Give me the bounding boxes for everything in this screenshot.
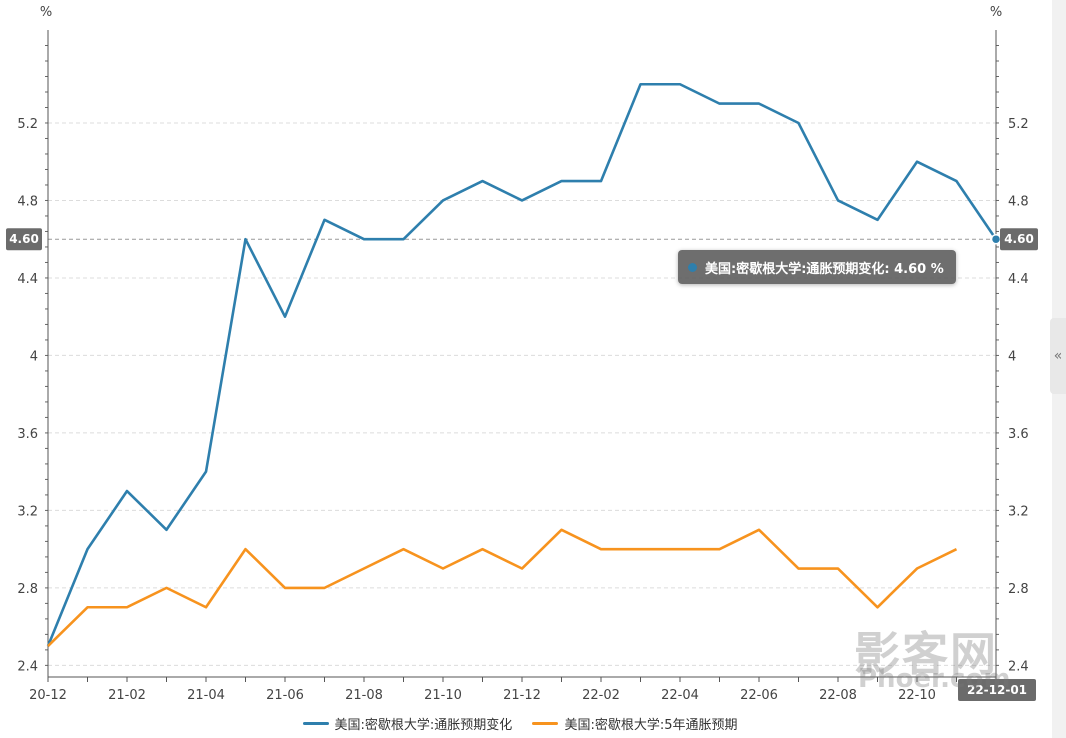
legend-item-5yr-expectation[interactable]: 美国:密歇根大学:5年通胀预期 <box>532 714 737 733</box>
x-tick-label: 22-04 <box>661 688 699 703</box>
y-tick-label-left: 3.2 <box>17 504 38 519</box>
tooltip-text: 美国:密歇根大学:通胀预期变化: 4.60 % <box>705 261 944 277</box>
y-unit-right: % <box>990 5 1002 20</box>
x-tick-label: 22-02 <box>582 688 620 703</box>
y-tick-label-right: 2.4 <box>1008 659 1029 674</box>
y-tick-label-left: 4 <box>30 349 38 364</box>
legend-line-icon <box>302 722 329 725</box>
x-tick-label: 21-06 <box>266 688 304 703</box>
y-tick-label-right: 4.4 <box>1008 272 1029 287</box>
y-tick-label-left: 4.8 <box>17 194 38 209</box>
x-tick-label: 20-12 <box>29 688 67 703</box>
series-line-0 <box>46 82 998 647</box>
x-crosshair-badge-label: 22-12-01 <box>967 683 1027 697</box>
y-tick-label-right: 3.6 <box>1008 427 1029 442</box>
watermark-sub-logo: Phoer.com <box>858 664 1011 694</box>
y-tick-label-left: 2.8 <box>17 582 38 597</box>
side-panel-toggle-button[interactable]: « <box>1050 318 1066 394</box>
axes: 2.4 2.4 2.8 2.8 3.2 3.2 3.6 3.6 4 4 4.4 4.4 4.8 4.8 5.… <box>17 5 1028 703</box>
y-tick-label-left: 4.4 <box>17 272 38 287</box>
x-tick-label: 21-04 <box>187 688 225 703</box>
tooltip: 美国:密歇根大学:通胀预期变化: 4.60 % <box>678 250 956 284</box>
x-tick-label: 21-08 <box>345 688 383 703</box>
crosshair-badge-left <box>6 228 42 251</box>
x-tick-label: 21-10 <box>424 688 462 703</box>
y-tick-label-right: 4 <box>1008 349 1016 364</box>
crosshair-badge-left-label: 4.60 <box>9 232 39 246</box>
x-crosshair-badge <box>958 679 1036 701</box>
watermark-logo: 影客网 <box>854 627 998 681</box>
crosshair-badge-right-label: 4.60 <box>1004 232 1034 246</box>
markers: 4.60 4.60 22-12-01 <box>6 228 1038 701</box>
y-tick-label-right: 3.2 <box>1008 504 1029 519</box>
x-tick-label: 22-06 <box>740 688 778 703</box>
x-tick-label: 22-08 <box>819 688 857 703</box>
x-tick-label: 21-02 <box>108 688 146 703</box>
legend-label: 美国:密歇根大学:5年通胀预期 <box>564 718 738 733</box>
tooltip-series-dot-icon <box>688 262 697 272</box>
y-tick-label-left: 3.6 <box>17 427 38 442</box>
y-tick-label-left: 2.4 <box>17 659 38 674</box>
highlight-point <box>990 233 1002 245</box>
series-lines <box>46 82 998 647</box>
legend-line-icon <box>532 722 559 725</box>
series-line-1 <box>47 528 958 647</box>
legend-label: 美国:密歇根大学:通胀预期变化 <box>334 718 513 733</box>
legend-item-inflation-expectation[interactable]: 美国:密歇根大学:通胀预期变化 <box>302 714 513 733</box>
x-tick-label: 22-10 <box>898 688 936 703</box>
crosshair-badge-right <box>1000 228 1038 251</box>
y-tick-label-left: 5.2 <box>17 117 38 132</box>
y-tick-label-right: 5.2 <box>1008 117 1029 132</box>
y-unit-left: % <box>40 5 52 20</box>
x-tick-label: 21-12 <box>503 688 541 703</box>
y-tick-label-right: 4.8 <box>1008 194 1029 209</box>
legend: 美国:密歇根大学:通胀预期变化 美国:密歇根大学:5年通胀预期 <box>0 714 1040 733</box>
y-tick-label-right: 2.8 <box>1008 582 1029 597</box>
chevron-double-left-icon: « <box>1053 348 1063 364</box>
